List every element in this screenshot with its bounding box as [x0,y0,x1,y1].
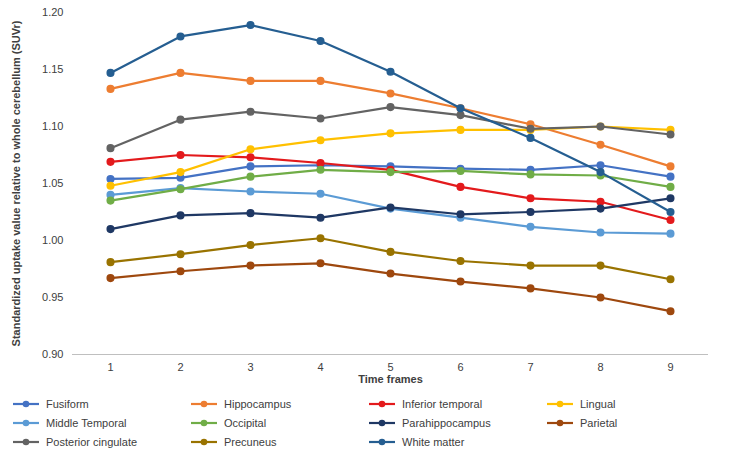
svg-text:4: 4 [317,361,323,373]
svg-text:1: 1 [107,361,113,373]
svg-text:0.95: 0.95 [42,291,63,303]
html-text:Inferior temporal: Inferior temporal [402,397,483,410]
svg-text:9: 9 [667,361,673,373]
svg-text:Standardized uptake value rela: Standardized uptake value relative to wh… [10,20,22,346]
html-text:Parahippocampus: Parahippocampus [402,416,491,429]
html-text:Parietal: Parietal [580,416,618,429]
svg-text:6: 6 [457,361,463,373]
html-text:White matter: White matter [402,435,465,448]
html-text:Fusiform: Fusiform [46,397,89,410]
svg-text:5: 5 [387,361,393,373]
svg-text:3: 3 [247,361,253,373]
svg-text:2: 2 [177,361,183,373]
html-text:Lingual: Lingual [580,397,616,410]
svg-text:1.05: 1.05 [42,177,63,189]
svg-text:1.00: 1.00 [42,234,63,246]
svg-text:8: 8 [597,361,603,373]
svg-text:1.20: 1.20 [42,6,63,18]
svg-text:0.90: 0.90 [42,348,63,360]
html-text:Precuneus: Precuneus [224,435,277,448]
svg-text:Time frames: Time frames [358,373,423,385]
html-text:Middle Temporal: Middle Temporal [46,416,127,429]
html-text:Occipital: Occipital [224,416,267,429]
svg-text:1.15: 1.15 [42,63,63,75]
svg-text:7: 7 [527,361,533,373]
svg-text:1.10: 1.10 [42,120,63,132]
html-text:Hippocampus: Hippocampus [224,397,292,410]
html-text:Posterior cingulate: Posterior cingulate [46,435,138,448]
